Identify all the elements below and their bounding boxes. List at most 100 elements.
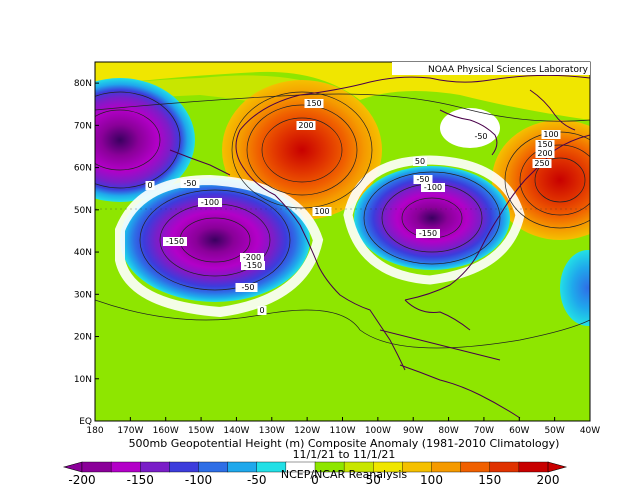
contour-label-bg	[535, 149, 555, 158]
contour-label: 0	[147, 181, 152, 190]
contour-labels: 150200-500-50-100-150-200-150-5010050-50…	[145, 99, 561, 315]
caption-source: NCEP/NCAR Reanalysis	[281, 468, 407, 481]
contour-label-bg	[240, 253, 264, 262]
colorbar-segment	[460, 461, 491, 473]
contour-label-bg	[180, 179, 200, 188]
contour-label-bg	[198, 198, 222, 207]
lat-axis: 80N 70N 60N 50N 40N 30N 20N 10N EQ	[74, 79, 99, 427]
lon-label: 80W	[438, 426, 458, 436]
contour-label: 150	[306, 99, 321, 108]
contour-label-bg	[416, 229, 440, 238]
contour-label-bg	[145, 181, 155, 190]
lon-label: 140W	[223, 426, 249, 436]
lon-label: 50W	[544, 426, 564, 436]
colorbar-segment	[198, 461, 229, 473]
contour-label-bg	[535, 140, 555, 149]
lon-label: 100W	[365, 426, 391, 436]
contour-label: 100	[314, 207, 329, 216]
contour-label-bg	[413, 157, 427, 166]
lon-label: 40W	[580, 426, 600, 436]
contour-label: -100	[424, 183, 442, 192]
colorbar-label: 200	[537, 473, 560, 487]
lat-label: 80N	[74, 79, 92, 89]
colorbar-segment	[110, 461, 141, 473]
contour-label-bg	[257, 306, 267, 315]
right-edge-low	[560, 250, 590, 326]
colorbar-segment	[518, 461, 549, 473]
colorbar-label: 50	[366, 473, 381, 487]
contour-label-bg	[541, 130, 561, 139]
contour-label: -50	[241, 283, 254, 292]
contour-label-bg	[304, 99, 324, 108]
coastlines	[169, 74, 590, 419]
colorbar-label: -150	[127, 473, 154, 487]
credit-box	[392, 62, 590, 75]
colorbar-label: 100	[420, 473, 443, 487]
lat-label: 60N	[74, 164, 92, 174]
contour-label-bg	[296, 121, 316, 130]
colorbar-right-arrow	[547, 461, 568, 473]
lon-label: 120W	[294, 426, 320, 436]
colorbar-segment	[489, 461, 520, 473]
contour-label: -150	[244, 261, 262, 270]
contour-label: 200	[537, 149, 552, 158]
contour-label: 100	[543, 130, 558, 139]
lon-label: 70W	[474, 426, 494, 436]
contour-label: -200	[243, 253, 261, 262]
eastern-low-zero-band	[343, 155, 525, 285]
contour-label-bg	[421, 183, 445, 192]
lat-label: 30N	[74, 290, 92, 300]
contour-label: -100	[201, 198, 219, 207]
lon-label: 110W	[329, 426, 355, 436]
contour-label: 200	[298, 121, 313, 130]
contour-label: 0	[259, 306, 264, 315]
anomaly-map	[95, 62, 590, 421]
colorbar-label: -200	[68, 473, 95, 487]
contour-label: 250	[534, 159, 549, 168]
lat-label: 70N	[74, 121, 92, 131]
lon-label: 60W	[509, 426, 529, 436]
caption-title: 500mb Geopotential Height (m) Composite …	[129, 437, 560, 450]
contour-label-bg	[471, 132, 491, 141]
contour-label: 150	[537, 140, 552, 149]
contour-label-bg	[241, 261, 265, 270]
bering-low	[95, 78, 195, 202]
contour-label: -150	[419, 229, 437, 238]
contour-label-bg	[312, 207, 332, 216]
colorbar-label: -100	[185, 473, 212, 487]
lon-axis: 180 170W 160W 150W 140W 130W 120W 110W 100W 90W 80…	[86, 417, 600, 436]
contour-label: -50	[183, 179, 196, 188]
lat-label: 10N	[74, 375, 92, 385]
lon-label: 170W	[117, 426, 143, 436]
colorbar-segment	[81, 461, 112, 473]
contour-label: -50	[474, 132, 487, 141]
lon-label: 180	[86, 426, 103, 436]
colorbar-segment	[140, 461, 171, 473]
lon-label: 90W	[403, 426, 423, 436]
credit-text: NOAA Physical Sciences Laboratory	[428, 65, 589, 75]
lat-label: 20N	[74, 333, 92, 343]
northern-yellow-band	[95, 62, 590, 120]
contour-label-bg	[163, 237, 187, 246]
lat-label: 40N	[74, 248, 92, 258]
colorbar	[62, 461, 568, 473]
lon-label: 150W	[188, 426, 214, 436]
eastern-low	[354, 166, 510, 270]
colorbar-label: 150	[478, 473, 501, 487]
pacific-low	[120, 178, 310, 302]
colorbar-label: -50	[247, 473, 267, 487]
caption-dates: 11/1/21 to 11/1/21	[293, 448, 396, 461]
lat-label: EQ	[79, 417, 92, 427]
colorbar-labels: -200 -150 -100 -50 0 50 100 150 200	[68, 473, 559, 487]
contour-label: -50	[416, 175, 429, 184]
pacific-low-zero-band	[115, 174, 324, 318]
lon-label: 130W	[259, 426, 285, 436]
contour-label: 50	[415, 157, 425, 166]
contour-label-bg	[238, 283, 258, 292]
colorbar-left-arrow	[62, 461, 83, 473]
colorbar-segment	[431, 461, 462, 473]
contour-label: -150	[166, 237, 184, 246]
lon-label: 160W	[153, 426, 179, 436]
contour-label-bg	[413, 175, 433, 184]
